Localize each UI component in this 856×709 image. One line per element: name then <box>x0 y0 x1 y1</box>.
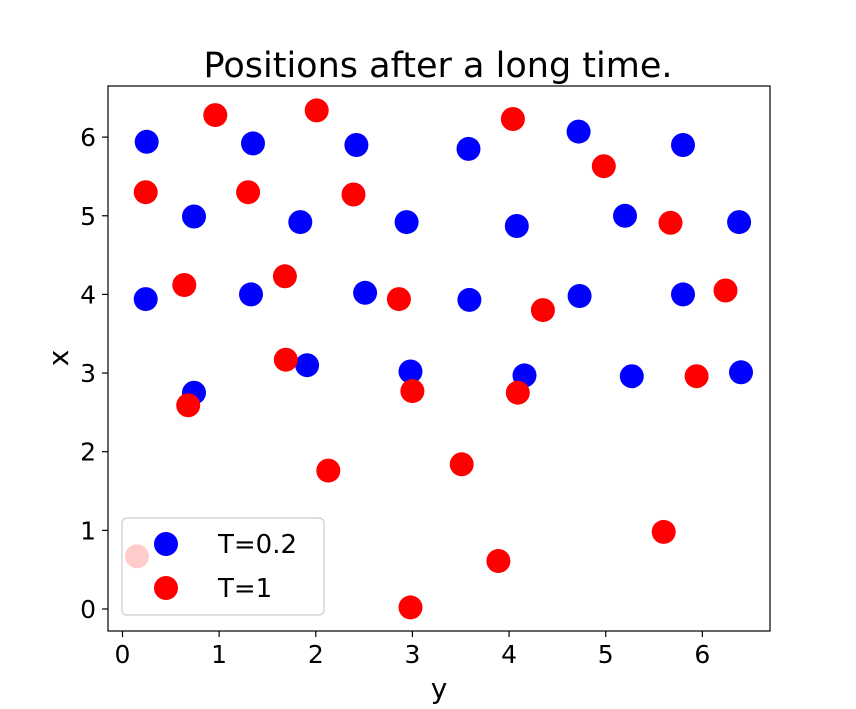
data-point-t1-2 <box>500 107 525 131</box>
data-point-t02-20 <box>398 359 423 384</box>
y-axis: 0 1 2 3 4 5 6 <box>80 123 108 624</box>
data-point-t02-7 <box>288 210 313 235</box>
legend-marker-t1 <box>154 576 178 600</box>
series-t02-marks <box>133 119 753 405</box>
data-point-t02-9 <box>504 214 529 238</box>
series-t1-marks <box>125 98 738 620</box>
x-axis-label: y <box>431 672 448 705</box>
data-point-t02-4 <box>566 119 591 144</box>
data-point-t02-2 <box>344 133 369 157</box>
data-point-t1-8 <box>172 273 197 297</box>
data-point-t02-5 <box>671 133 695 157</box>
legend: T=0.2 T=1 <box>121 517 325 616</box>
y-tick-label: 4 <box>80 280 96 309</box>
data-point-t02-10 <box>613 203 637 228</box>
data-point-t1-17 <box>684 364 709 389</box>
data-point-t02-23 <box>729 360 753 385</box>
x-tick-label: 6 <box>694 640 710 669</box>
legend-marker-t02 <box>154 532 178 556</box>
data-point-t02-15 <box>457 287 482 312</box>
x-tick-label: 3 <box>404 640 420 669</box>
data-point-t1-3 <box>591 154 616 179</box>
data-point-t1-19 <box>449 452 474 477</box>
data-point-t1-7 <box>658 210 683 235</box>
data-point-t1-5 <box>236 180 261 205</box>
y-tick-label: 6 <box>80 123 96 152</box>
x-tick-label: 2 <box>308 640 324 669</box>
data-point-t1-22 <box>398 595 423 620</box>
data-point-t02-19 <box>295 353 320 378</box>
legend-label-t02: T=0.2 <box>217 530 297 560</box>
data-point-t1-10 <box>386 287 411 312</box>
data-point-t1-9 <box>272 264 297 289</box>
y-tick-label: 1 <box>80 516 96 545</box>
data-point-t02-16 <box>567 284 592 308</box>
data-point-t02-14 <box>353 280 378 305</box>
data-point-t02-0 <box>134 129 159 154</box>
y-tick-label: 5 <box>80 202 96 231</box>
y-tick-label: 0 <box>80 595 96 624</box>
data-point-t02-1 <box>241 131 265 156</box>
data-point-t1-16 <box>505 380 530 405</box>
data-point-t1-21 <box>486 549 511 573</box>
data-point-t1-18 <box>316 458 341 483</box>
chart-title: Positions after a long time. <box>204 46 673 86</box>
x-tick-label: 1 <box>211 640 227 669</box>
legend-label-t1: T=1 <box>217 574 272 604</box>
data-point-t1-11 <box>530 298 555 323</box>
data-point-t1-6 <box>341 182 366 207</box>
data-point-t02-11 <box>727 210 752 235</box>
data-point-t1-12 <box>713 278 738 303</box>
data-point-t1-13 <box>273 347 298 372</box>
x-tick-label: 0 <box>115 640 131 669</box>
data-point-t1-20 <box>651 519 676 544</box>
data-point-t1-0 <box>203 103 228 128</box>
data-point-t02-12 <box>133 287 158 312</box>
x-axis: 0 1 2 3 4 5 6 <box>115 631 710 669</box>
plot-frame <box>107 85 771 632</box>
y-tick-label: 2 <box>80 438 96 467</box>
y-axis-label: x <box>42 350 75 367</box>
data-point-t1-1 <box>304 98 329 123</box>
x-tick-label: 5 <box>598 640 614 669</box>
data-point-t02-17 <box>671 282 695 307</box>
data-point-t1-14 <box>176 393 201 418</box>
data-point-t1-15 <box>400 379 425 404</box>
x-tick-label: 4 <box>501 640 517 669</box>
data-point-t02-13 <box>239 282 263 307</box>
data-point-t02-22 <box>619 364 644 389</box>
data-point-t02-3 <box>456 136 481 161</box>
data-point-t02-8 <box>394 210 419 235</box>
y-tick-label: 3 <box>80 359 96 388</box>
data-point-t1-4 <box>133 180 158 205</box>
data-point-t02-6 <box>182 204 206 229</box>
